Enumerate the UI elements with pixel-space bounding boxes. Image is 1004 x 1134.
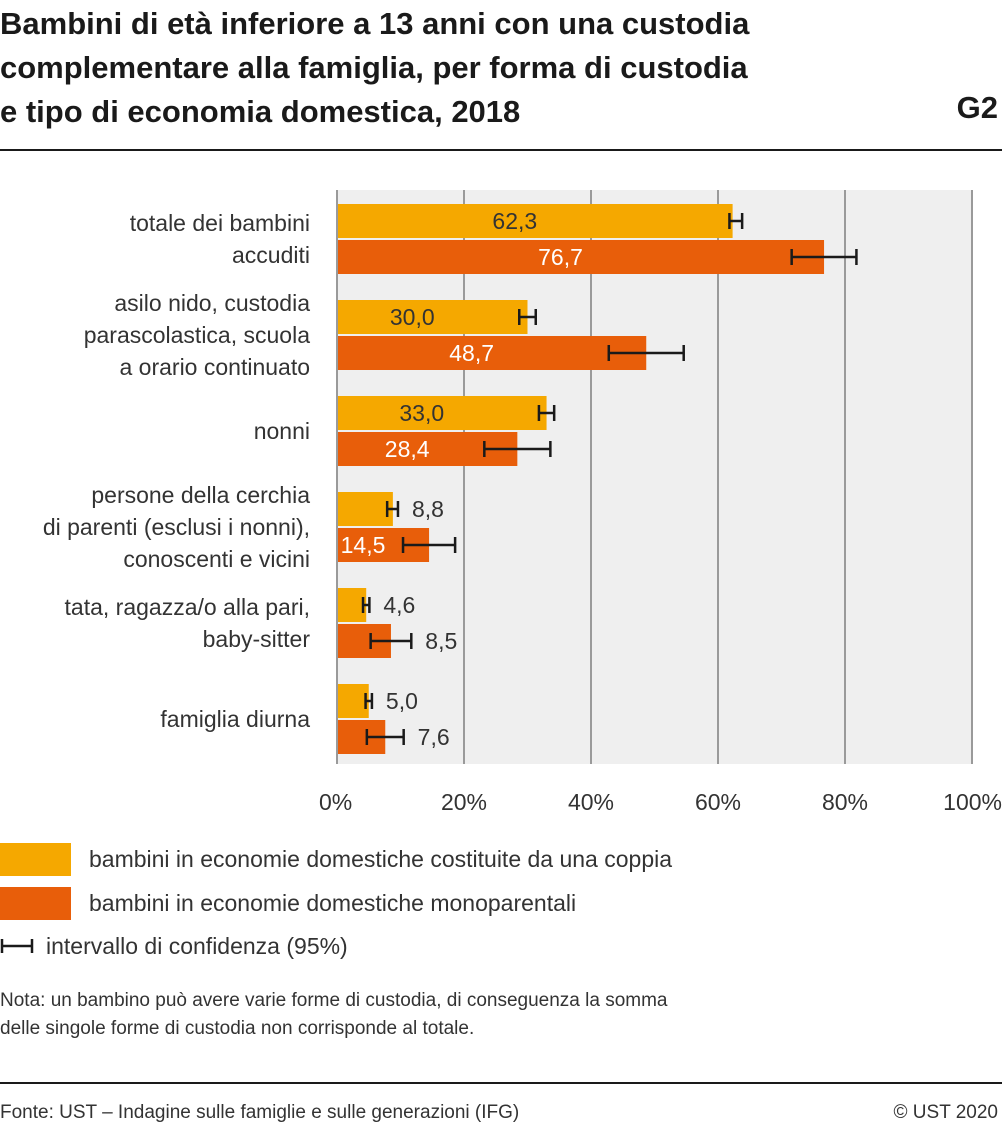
data-label: 62,3 [492,208,537,234]
source-text: Fonte: UST – Indagine sulle famiglie e s… [0,1102,520,1123]
bar-series1 [337,588,367,622]
x-tick-label: 60% [695,789,741,815]
data-label: 33,0 [399,400,444,426]
confidence-interval-icon [0,939,34,953]
x-tick-label: 0% [319,789,352,815]
copyright-text: © UST 2020 [893,1102,998,1123]
plot-area [337,190,972,764]
category-label: baby-sitter [203,626,311,652]
x-tick-label: 20% [441,789,487,815]
data-label: 8,5 [425,628,457,654]
legend-label-series1: bambini in economie domestiche costituit… [89,845,673,872]
legend-label-series2: bambini in economie domestiche monoparen… [89,889,577,916]
legend-item-series2: bambini in economie domestiche monoparen… [0,886,576,920]
bar-series1 [337,396,547,430]
bottom-rule [0,1082,1002,1084]
bar-series1 [337,300,528,334]
legend-item-series1: bambini in economie domestiche costituit… [0,842,672,876]
bar-series1 [337,204,733,238]
category-label: famiglia diurna [160,706,310,732]
category-label: a orario continuato [119,354,310,380]
category-label: accuditi [232,242,310,268]
bar-series2 [337,336,647,370]
bar-series2 [337,240,825,274]
data-label: 28,4 [385,436,430,462]
chart-title: Bambini di età inferiore a 13 anni con u… [0,6,750,129]
bar-chart: 0% 20% 40% 60% 80% 100% totale dei bambini accu… [43,190,1002,815]
data-label: 14,5 [341,532,386,558]
x-tick-label: 80% [822,789,868,815]
legend-swatch-series1 [0,842,71,876]
legend-label-confidence: intervallo di confidenza (95%) [46,932,348,959]
category-label: parascolastica, scuola [84,322,310,348]
bar-series1 [337,492,393,526]
bar-series1 [337,684,369,718]
top-rule [0,149,1002,151]
data-label: 48,7 [449,340,494,366]
data-label: 30,0 [390,304,435,330]
category-label: tata, ragazza/o alla pari, [65,594,310,620]
category-label: asilo nido, custodia [114,290,310,316]
category-label: persone della cerchia [91,482,310,508]
x-tick-label: 100% [943,789,1002,815]
category-label: di parenti (esclusi i nonni), [43,514,310,540]
data-label: 5,0 [386,688,418,714]
data-label: 8,8 [412,496,444,522]
chart-id: G2 [956,90,998,125]
legend-swatch-series2 [0,886,71,920]
category-label: totale dei bambini [130,210,310,236]
data-label: 4,6 [383,592,415,618]
legend-item-confidence: intervallo di confidenza (95%) [0,929,348,963]
x-tick-label: 40% [568,789,614,815]
chart-note: Nota: un bambino può avere varie forme d… [0,990,668,1039]
category-label: nonni [254,418,310,444]
category-label: conoscenti e vicini [123,546,310,572]
data-label: 76,7 [538,244,583,270]
data-label: 7,6 [418,724,450,750]
